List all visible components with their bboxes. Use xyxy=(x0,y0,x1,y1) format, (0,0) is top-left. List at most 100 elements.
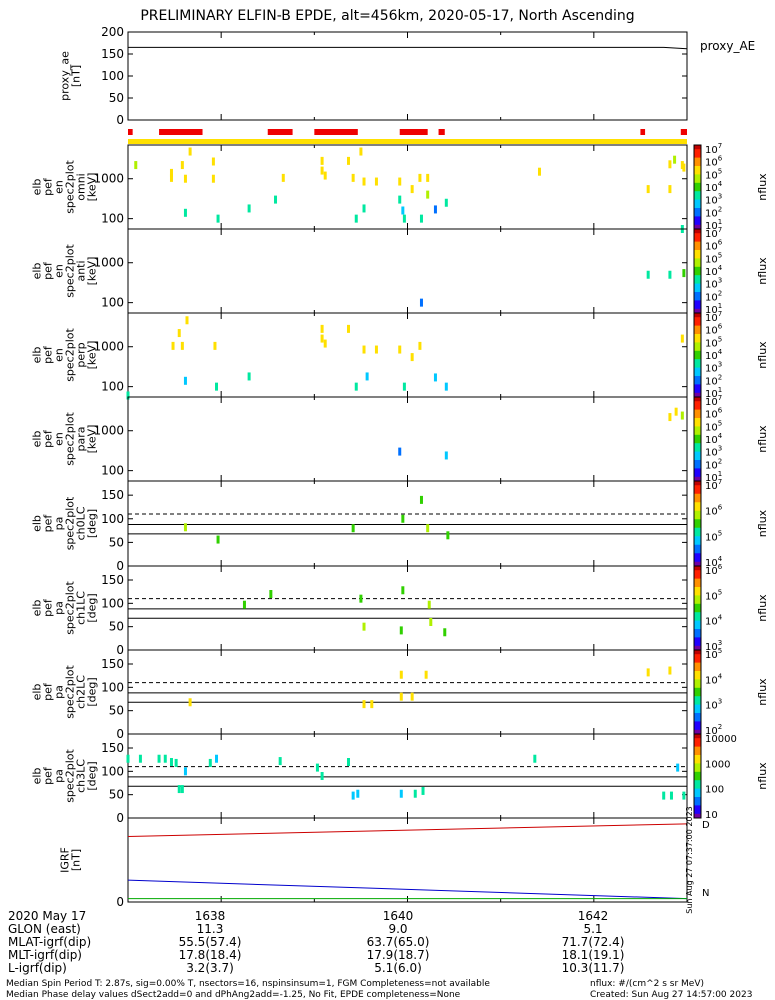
colorbar-segment xyxy=(694,216,701,222)
colorbar-tick-label: 104 xyxy=(705,180,723,194)
colorbar-segment xyxy=(694,350,701,356)
colorbar-segment xyxy=(694,801,701,806)
y-tick-label: 1000 xyxy=(93,424,124,438)
colorbar-segment xyxy=(694,734,701,739)
colorbar-segment xyxy=(694,527,701,533)
y-axis-label: spec2plot xyxy=(64,749,77,803)
colorbar-tick-label: 106 xyxy=(705,323,723,337)
colorbar-tick-label: 105 xyxy=(705,419,722,433)
colorbar-segment xyxy=(694,645,701,651)
colorbar-segment xyxy=(694,292,701,297)
colorbar-segment xyxy=(694,254,701,259)
colorbar-tick-label: 106 xyxy=(705,155,723,169)
colorbar-segment xyxy=(694,629,701,634)
y-axis-label: [keV] xyxy=(86,341,99,370)
y-tick-label: 100 xyxy=(101,296,124,310)
colorbar-segment xyxy=(694,666,701,672)
colorbar-segment xyxy=(694,612,701,617)
colorbar-segment xyxy=(694,717,701,722)
data-pixel xyxy=(398,177,402,186)
data-pixel xyxy=(669,791,673,800)
colorbar-segment xyxy=(694,430,701,436)
colorbar-segment xyxy=(694,359,701,364)
data-pixel xyxy=(269,590,273,598)
colorbar-segment xyxy=(694,595,701,601)
colorbar-tick-label: 101 xyxy=(705,302,722,316)
y-axis-label: [keV] xyxy=(86,173,99,202)
colorbar-segment xyxy=(694,170,701,175)
quality-bar-red-segment xyxy=(438,129,445,135)
colorbar-segment xyxy=(694,755,701,760)
colorbar-segment xyxy=(694,313,701,318)
colorbar-segment xyxy=(694,700,701,706)
footer-row-label: MLT-igrf(dip) xyxy=(8,948,82,962)
data-pixel xyxy=(138,754,142,763)
y-axis-label: IGRF xyxy=(59,847,72,873)
footer-note: nflux: #/(cm^2 s sr MeV) xyxy=(590,979,704,989)
colorbar-tick-label: 102 xyxy=(705,205,722,219)
data-pixel xyxy=(418,173,422,182)
data-pixel xyxy=(346,758,350,766)
colorbar-tick-label: 103 xyxy=(705,698,722,712)
panel-frame xyxy=(127,396,688,482)
colorbar-segment xyxy=(694,570,701,575)
colorbar-segment xyxy=(694,384,701,390)
data-pixel xyxy=(183,767,187,776)
colorbar-segment xyxy=(694,178,701,184)
data-pixel xyxy=(421,786,425,795)
footer-row-label: MLAT-igrf(dip) xyxy=(8,935,92,949)
colorbar-segment xyxy=(694,603,701,609)
data-pixel xyxy=(169,168,173,177)
panel-frame xyxy=(127,733,688,819)
data-pixel xyxy=(177,785,181,794)
data-pixel xyxy=(399,626,403,635)
colorbar-segment xyxy=(694,182,701,188)
colorbar-segment xyxy=(694,371,701,377)
y-axis-label: elb xyxy=(31,768,44,785)
footer-row-value: 1642 xyxy=(577,909,609,923)
colorbar-segment xyxy=(694,532,701,537)
data-pixel xyxy=(323,171,327,180)
footer-row-value: 17.9(18.7) xyxy=(366,948,430,962)
colorbar-segment xyxy=(694,658,701,664)
series-end-label: D xyxy=(702,820,710,831)
colorbar-segment xyxy=(694,355,701,360)
colorbar-segment xyxy=(694,447,701,453)
data-pixel xyxy=(418,341,422,350)
footer-row-value: 71.7(72.4) xyxy=(561,935,625,949)
colorbar-segment xyxy=(694,224,701,230)
data-pixel xyxy=(185,316,189,325)
colorbar-segment xyxy=(694,397,701,402)
colorbar-label: nflux xyxy=(756,594,769,622)
colorbar-segment xyxy=(694,418,701,423)
colorbar-segment xyxy=(694,325,701,331)
data-pixel xyxy=(398,195,402,204)
footer-row-label: 2020 May 17 xyxy=(8,909,87,923)
colorbar-tick-label: 105 xyxy=(705,335,722,349)
y-axis-label: elb xyxy=(31,179,44,196)
colorbar-tick-label: 107 xyxy=(705,310,722,324)
y-axis-label: pef xyxy=(42,345,55,364)
colorbar-segment xyxy=(694,153,701,159)
y-tick-label: 100 xyxy=(101,764,124,778)
data-pixel xyxy=(682,269,686,278)
data-pixel xyxy=(533,754,537,763)
colorbar-segment xyxy=(694,413,701,419)
y-axis-label: en xyxy=(53,180,66,194)
data-pixel xyxy=(402,382,406,391)
colorbar-segment xyxy=(694,439,701,444)
data-pixel xyxy=(180,785,184,794)
footer-note: Created: Sun Aug 27 14:57:00 2023 xyxy=(590,990,753,1000)
data-pixel xyxy=(180,161,184,170)
y-tick-label: 100 xyxy=(101,512,124,526)
colorbar-segment xyxy=(694,553,701,558)
y-axis-label: [keV] xyxy=(86,257,99,286)
y-axis-label: [deg] xyxy=(86,509,99,538)
data-pixel xyxy=(444,198,448,207)
y-tick-label: 100 xyxy=(101,69,124,83)
quality-bar-red-segment xyxy=(128,129,133,135)
data-pixel xyxy=(444,451,448,460)
data-pixel xyxy=(410,185,414,194)
colorbar-tick-label: 105 xyxy=(705,251,722,265)
colorbar-segment xyxy=(694,493,701,499)
